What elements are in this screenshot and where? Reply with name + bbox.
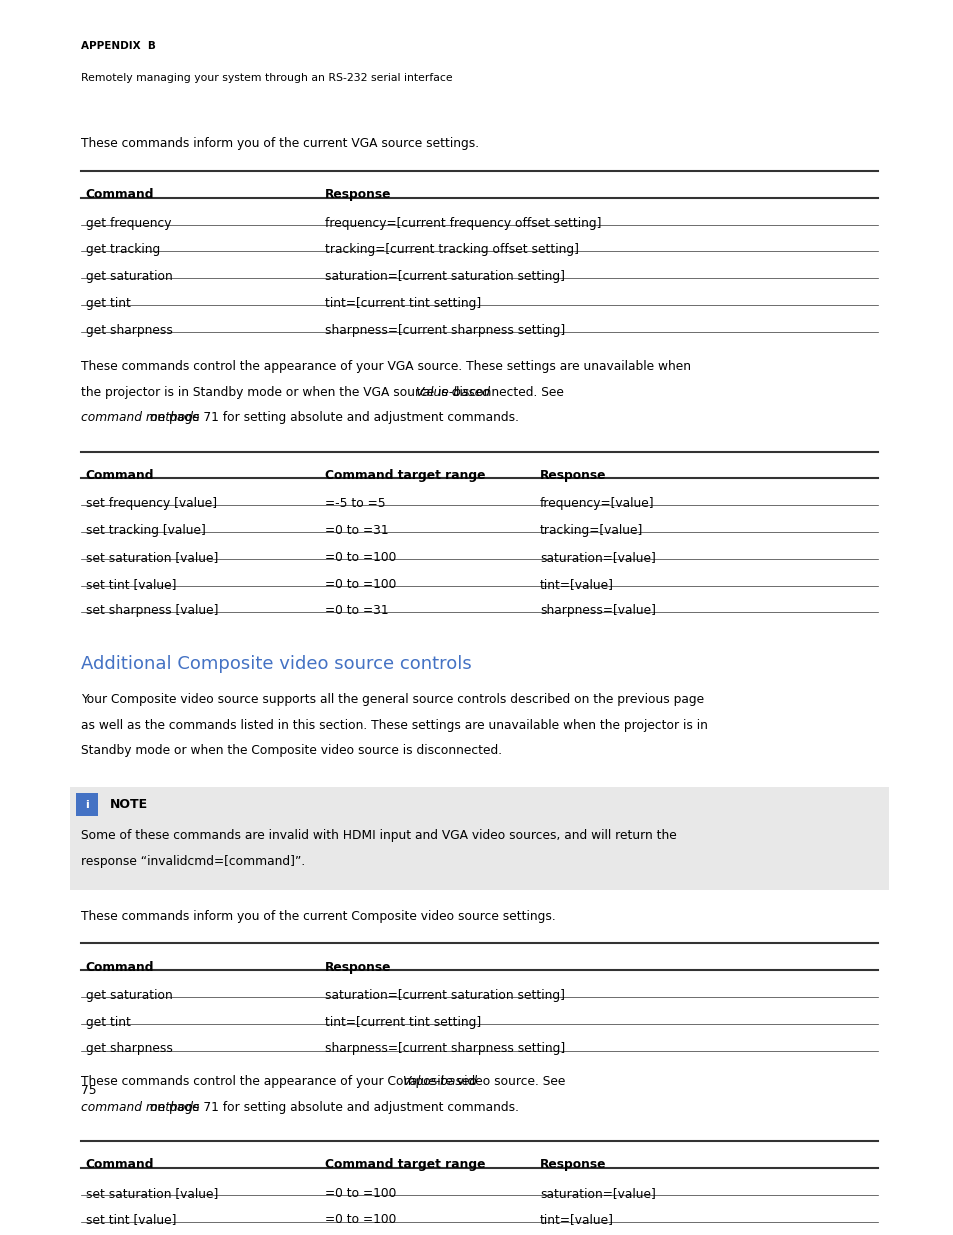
Text: saturation=[value]: saturation=[value] — [539, 551, 655, 563]
Text: set frequency [value]: set frequency [value] — [86, 498, 216, 510]
Text: APPENDIX  B: APPENDIX B — [81, 41, 155, 52]
Text: Remotely managing your system through an RS-232 serial interface: Remotely managing your system through an… — [81, 73, 453, 83]
FancyBboxPatch shape — [76, 793, 98, 816]
Text: =0 to =100: =0 to =100 — [324, 1214, 395, 1226]
Text: tint=[current tint setting]: tint=[current tint setting] — [324, 1015, 480, 1029]
Text: These commands inform you of the current VGA source settings.: These commands inform you of the current… — [81, 137, 478, 151]
Text: frequency=[current frequency offset setting]: frequency=[current frequency offset sett… — [324, 216, 600, 230]
Text: on page 71 for setting absolute and adjustment commands.: on page 71 for setting absolute and adju… — [146, 411, 518, 425]
Text: =0 to =100: =0 to =100 — [324, 1187, 395, 1199]
Text: get saturation: get saturation — [86, 270, 172, 283]
Text: get sharpness: get sharpness — [86, 1042, 172, 1056]
Text: set tint [value]: set tint [value] — [86, 1214, 176, 1226]
Text: command methods: command methods — [81, 1100, 199, 1114]
Text: Response: Response — [539, 469, 606, 482]
Text: set tracking [value]: set tracking [value] — [86, 524, 206, 537]
Text: frequency=[value]: frequency=[value] — [539, 498, 654, 510]
Text: sharpness=[value]: sharpness=[value] — [539, 604, 656, 618]
Text: tracking=[current tracking offset setting]: tracking=[current tracking offset settin… — [324, 243, 578, 257]
Text: i: i — [86, 799, 89, 810]
Text: =0 to =100: =0 to =100 — [324, 578, 395, 590]
Text: =-5 to =5: =-5 to =5 — [324, 498, 385, 510]
Text: Command: Command — [86, 469, 154, 482]
FancyBboxPatch shape — [70, 787, 888, 889]
Text: saturation=[value]: saturation=[value] — [539, 1187, 655, 1199]
Text: the projector is in Standby mode or when the VGA source is disconnected. See: the projector is in Standby mode or when… — [81, 385, 567, 399]
Text: Command: Command — [86, 961, 154, 973]
Text: Command target range: Command target range — [324, 469, 485, 482]
Text: Value-based: Value-based — [402, 1076, 476, 1088]
Text: Your Composite video source supports all the general source controls described o: Your Composite video source supports all… — [81, 693, 703, 706]
Text: sharpness=[current sharpness setting]: sharpness=[current sharpness setting] — [324, 1042, 564, 1056]
Text: sharpness=[current sharpness setting]: sharpness=[current sharpness setting] — [324, 324, 564, 337]
Text: tint=[value]: tint=[value] — [539, 578, 614, 590]
Text: set tint [value]: set tint [value] — [86, 578, 176, 590]
Text: Value-based: Value-based — [415, 385, 490, 399]
Text: Standby mode or when the Composite video source is disconnected.: Standby mode or when the Composite video… — [81, 745, 501, 757]
Text: tracking=[value]: tracking=[value] — [539, 524, 642, 537]
Text: as well as the commands listed in this section. These settings are unavailable w: as well as the commands listed in this s… — [81, 719, 707, 731]
Text: get tint: get tint — [86, 1015, 131, 1029]
Text: Some of these commands are invalid with HDMI input and VGA video sources, and wi: Some of these commands are invalid with … — [81, 829, 676, 842]
Text: These commands inform you of the current Composite video source settings.: These commands inform you of the current… — [81, 910, 556, 923]
Text: get saturation: get saturation — [86, 989, 172, 1002]
Text: NOTE: NOTE — [110, 798, 148, 811]
Text: These commands control the appearance of your VGA source. These settings are una: These commands control the appearance of… — [81, 359, 690, 373]
Text: =0 to =100: =0 to =100 — [324, 551, 395, 563]
Text: on page 71 for setting absolute and adjustment commands.: on page 71 for setting absolute and adju… — [146, 1100, 518, 1114]
Text: Command: Command — [86, 1158, 154, 1172]
Text: tint=[current tint setting]: tint=[current tint setting] — [324, 298, 480, 310]
Text: get tracking: get tracking — [86, 243, 160, 257]
Text: set sharpness [value]: set sharpness [value] — [86, 604, 218, 618]
Text: saturation=[current saturation setting]: saturation=[current saturation setting] — [324, 989, 564, 1002]
Text: tint=[value]: tint=[value] — [539, 1214, 614, 1226]
Text: =0 to =31: =0 to =31 — [324, 604, 388, 618]
Text: get sharpness: get sharpness — [86, 324, 172, 337]
Text: saturation=[current saturation setting]: saturation=[current saturation setting] — [324, 270, 564, 283]
Text: These commands control the appearance of your Composite video source. See: These commands control the appearance of… — [81, 1076, 569, 1088]
Text: set saturation [value]: set saturation [value] — [86, 551, 218, 563]
Text: get tint: get tint — [86, 298, 131, 310]
Text: get frequency: get frequency — [86, 216, 172, 230]
Text: command methods: command methods — [81, 411, 199, 425]
Text: response “invalidcmd=[command]”.: response “invalidcmd=[command]”. — [81, 855, 305, 868]
Text: Command: Command — [86, 189, 154, 201]
Text: set saturation [value]: set saturation [value] — [86, 1187, 218, 1199]
Text: Response: Response — [324, 961, 391, 973]
Text: Command target range: Command target range — [324, 1158, 485, 1172]
Text: 75: 75 — [81, 1084, 96, 1097]
Text: =0 to =31: =0 to =31 — [324, 524, 388, 537]
Text: Additional Composite video source controls: Additional Composite video source contro… — [81, 655, 472, 673]
Text: Response: Response — [539, 1158, 606, 1172]
Text: Response: Response — [324, 189, 391, 201]
